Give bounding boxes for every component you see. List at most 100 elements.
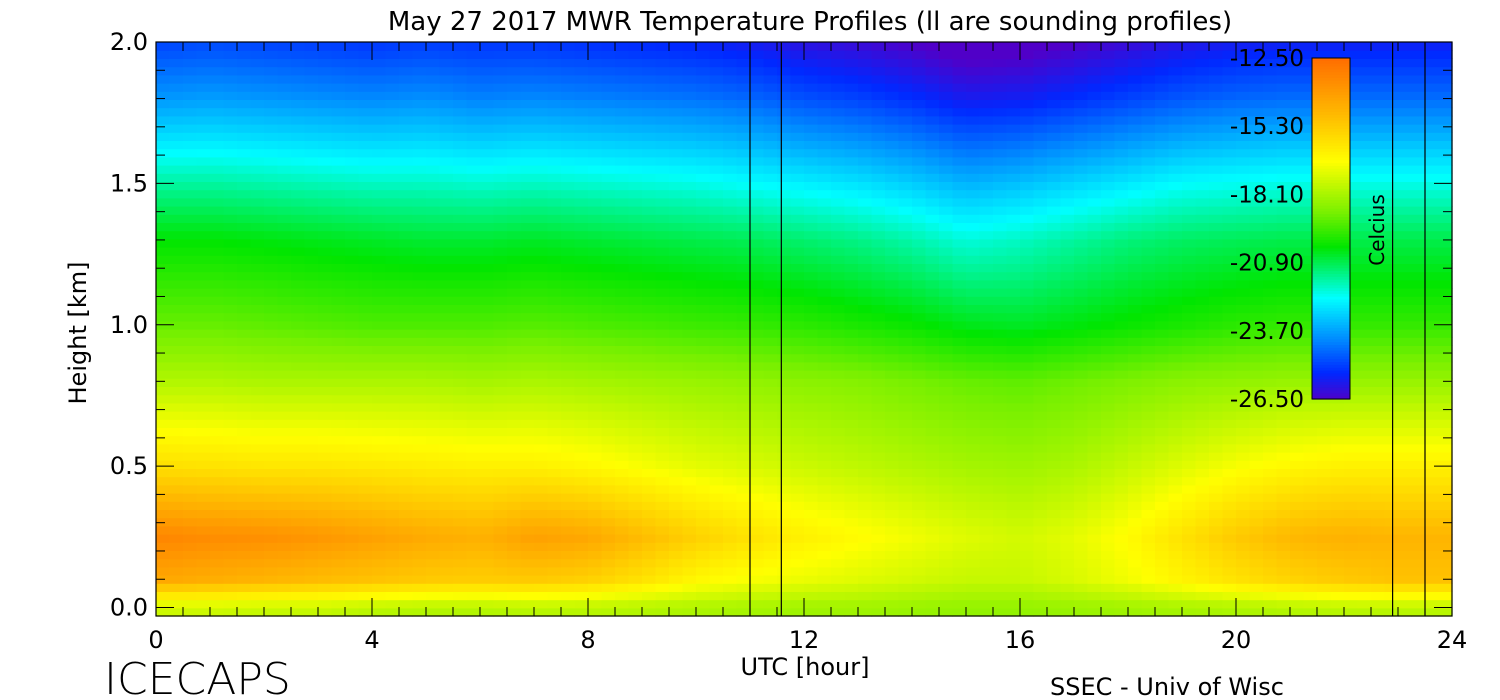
heatmap-cell <box>939 370 954 379</box>
heatmap-cell <box>1074 58 1089 68</box>
heatmap-cell <box>1114 599 1129 609</box>
heatmap-cell <box>1060 607 1075 617</box>
heatmap-cell <box>871 452 886 461</box>
heatmap-cell <box>534 353 549 363</box>
heatmap-cell <box>547 140 562 150</box>
heatmap-cell <box>345 525 360 535</box>
heatmap-cell <box>777 534 792 543</box>
heatmap-cell <box>777 329 792 338</box>
heatmap-cell <box>642 42 657 51</box>
heatmap-cell <box>1020 91 1035 100</box>
heatmap-cell <box>547 337 562 346</box>
heatmap-cell <box>925 550 940 560</box>
heatmap-cell <box>763 83 778 92</box>
heatmap-cell <box>372 370 387 379</box>
heatmap-cell <box>399 181 414 191</box>
heatmap-cell <box>480 534 495 543</box>
heatmap-cell <box>1006 386 1021 396</box>
heatmap-cell <box>1060 583 1075 592</box>
heatmap-cell <box>669 304 684 314</box>
heatmap-cell <box>264 222 279 232</box>
heatmap-cell <box>1087 214 1102 223</box>
heatmap-cell <box>790 189 805 199</box>
heatmap-cell <box>1087 345 1102 355</box>
heatmap-cell <box>223 74 238 84</box>
heatmap-cell <box>507 156 522 166</box>
heatmap-cell <box>439 214 454 223</box>
heatmap-cell <box>1006 42 1021 51</box>
heatmap-cell <box>534 493 549 502</box>
heatmap-cell <box>534 288 549 297</box>
heatmap-cell <box>723 329 738 338</box>
heatmap-cell <box>1047 115 1062 125</box>
heatmap-cell <box>250 263 265 273</box>
heatmap-cell <box>372 337 387 346</box>
heatmap-cell <box>493 525 508 535</box>
heatmap-cell <box>871 99 886 109</box>
heatmap-cell <box>277 361 292 371</box>
heatmap-cell <box>399 337 414 346</box>
heatmap-cell <box>534 468 549 478</box>
heatmap-cell <box>277 99 292 109</box>
heatmap-cell <box>426 58 441 68</box>
heatmap-cell <box>1047 197 1062 207</box>
heatmap-cell <box>966 525 981 535</box>
heatmap-cell <box>250 124 265 133</box>
heatmap-cell <box>453 99 468 109</box>
heatmap-cell <box>304 320 319 330</box>
heatmap-cell <box>1006 509 1021 519</box>
heatmap-cell <box>655 288 670 297</box>
heatmap-cell <box>439 583 454 592</box>
heatmap-cell <box>615 337 630 346</box>
heatmap-cell <box>912 542 927 551</box>
heatmap-cell <box>210 214 225 223</box>
heatmap-cell <box>520 591 535 601</box>
heatmap-cell <box>709 189 724 199</box>
heatmap-cell <box>1047 238 1062 248</box>
heatmap-cell <box>979 181 994 191</box>
heatmap-cell <box>493 370 508 379</box>
heatmap-cell <box>696 501 711 510</box>
heatmap-cell <box>993 337 1008 346</box>
heatmap-cell <box>1020 501 1035 510</box>
heatmap-cell <box>385 312 400 322</box>
heatmap-cell <box>831 320 846 330</box>
heatmap-cell <box>588 599 603 609</box>
heatmap-cell <box>331 206 346 215</box>
heatmap-cell <box>1033 156 1048 166</box>
heatmap-cell <box>817 279 832 289</box>
heatmap-cell <box>304 476 319 486</box>
heatmap-cell <box>1020 181 1035 191</box>
heatmap-cell <box>1047 484 1062 494</box>
heatmap-cell <box>1033 140 1048 150</box>
heatmap-cell <box>952 320 967 330</box>
heatmap-cell <box>1033 493 1048 502</box>
heatmap-cell <box>534 517 549 527</box>
heatmap-cell <box>196 296 211 305</box>
heatmap-cell <box>439 534 454 543</box>
heatmap-cell <box>925 394 940 404</box>
heatmap-cell <box>318 607 333 617</box>
heatmap-cell <box>736 279 751 289</box>
heatmap-cell <box>1060 99 1075 109</box>
heatmap-cell <box>534 58 549 68</box>
heatmap-cell <box>156 279 171 289</box>
heatmap-cell <box>561 288 576 297</box>
heatmap-cell <box>885 222 900 232</box>
heatmap-cell <box>763 124 778 133</box>
heatmap-cell <box>210 542 225 551</box>
heatmap-cell <box>1006 607 1021 617</box>
heatmap-cell <box>277 411 292 420</box>
heatmap-cell <box>1074 525 1089 535</box>
heatmap-cell <box>399 238 414 248</box>
heatmap-cell <box>453 607 468 617</box>
heatmap-cell <box>426 607 441 617</box>
heatmap-cell <box>1101 345 1116 355</box>
heatmap-cell <box>615 370 630 379</box>
heatmap-cell <box>1006 370 1021 379</box>
heatmap-cell <box>871 558 886 568</box>
heatmap-cell <box>277 435 292 445</box>
heatmap-cell <box>399 353 414 363</box>
heatmap-cell <box>331 115 346 125</box>
heatmap-cell <box>1033 394 1048 404</box>
